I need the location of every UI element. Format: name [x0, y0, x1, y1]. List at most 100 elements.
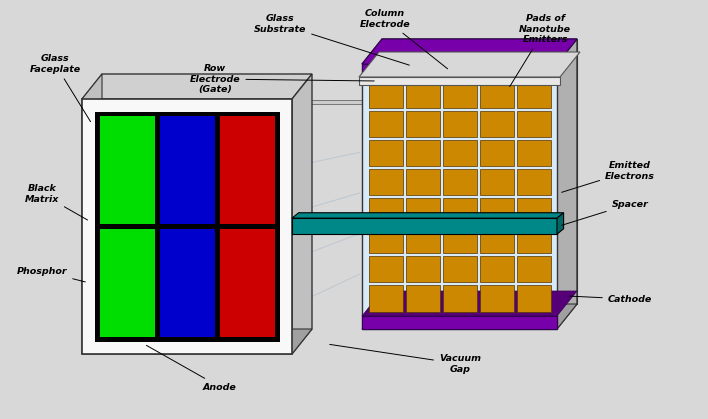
Bar: [426, 57, 459, 83]
Polygon shape: [359, 52, 580, 77]
Bar: [368, 198, 403, 224]
Bar: [537, 57, 571, 83]
Text: Glass
Faceplate: Glass Faceplate: [29, 54, 91, 122]
Bar: [368, 227, 403, 253]
Bar: [389, 173, 423, 199]
Bar: [537, 202, 571, 228]
Bar: [368, 169, 403, 195]
Bar: [406, 111, 440, 137]
Bar: [462, 85, 496, 112]
Bar: [219, 116, 275, 224]
Bar: [500, 231, 534, 257]
Bar: [500, 260, 534, 287]
Bar: [359, 77, 560, 85]
Bar: [517, 285, 551, 311]
Bar: [517, 198, 551, 224]
Bar: [389, 85, 423, 112]
Bar: [406, 256, 440, 282]
Bar: [426, 260, 459, 287]
Bar: [406, 82, 440, 108]
Bar: [442, 140, 476, 166]
Bar: [517, 227, 551, 253]
Bar: [537, 144, 571, 170]
Bar: [462, 173, 496, 199]
Polygon shape: [557, 39, 577, 329]
Bar: [500, 115, 534, 141]
Polygon shape: [382, 39, 577, 304]
Bar: [462, 57, 496, 83]
Bar: [462, 115, 496, 141]
Bar: [517, 111, 551, 137]
Text: Row
Electrode
(Gate): Row Electrode (Gate): [190, 64, 375, 94]
Polygon shape: [292, 213, 564, 218]
Bar: [159, 229, 215, 336]
Polygon shape: [362, 291, 577, 316]
Bar: [426, 115, 459, 141]
Text: Anode: Anode: [147, 345, 237, 391]
Text: Column
Electrode: Column Electrode: [360, 9, 447, 69]
Bar: [537, 115, 571, 141]
Polygon shape: [82, 329, 312, 354]
Bar: [479, 198, 513, 224]
Bar: [462, 260, 496, 287]
Bar: [500, 202, 534, 228]
Bar: [100, 229, 154, 336]
Text: Black
Matrix: Black Matrix: [25, 184, 88, 220]
Bar: [389, 144, 423, 170]
Bar: [462, 202, 496, 228]
Bar: [462, 231, 496, 257]
Bar: [442, 82, 476, 108]
Bar: [368, 82, 403, 108]
Polygon shape: [292, 218, 557, 234]
Bar: [479, 111, 513, 137]
Bar: [500, 57, 534, 83]
Bar: [426, 231, 459, 257]
Bar: [406, 169, 440, 195]
Bar: [426, 202, 459, 228]
Text: Vacuum
Gap: Vacuum Gap: [330, 344, 481, 374]
Bar: [389, 202, 423, 228]
Text: Glass
Substrate: Glass Substrate: [253, 14, 409, 65]
Text: Cathode: Cathode: [570, 295, 652, 303]
Bar: [442, 256, 476, 282]
Bar: [442, 285, 476, 311]
Bar: [479, 285, 513, 311]
Bar: [537, 260, 571, 287]
Bar: [406, 198, 440, 224]
Bar: [517, 256, 551, 282]
Bar: [479, 256, 513, 282]
Bar: [219, 229, 275, 336]
Polygon shape: [82, 74, 102, 354]
Polygon shape: [362, 64, 557, 329]
Bar: [389, 115, 423, 141]
Polygon shape: [362, 39, 577, 64]
Text: Spacer: Spacer: [561, 199, 649, 225]
Bar: [462, 144, 496, 170]
Bar: [368, 140, 403, 166]
Bar: [442, 169, 476, 195]
Polygon shape: [292, 74, 312, 354]
Polygon shape: [82, 99, 292, 354]
Bar: [537, 85, 571, 112]
Polygon shape: [362, 304, 577, 329]
Polygon shape: [82, 74, 312, 99]
Bar: [517, 82, 551, 108]
Bar: [426, 85, 459, 112]
Polygon shape: [557, 213, 564, 234]
Bar: [426, 144, 459, 170]
Text: Emitted
Electrons: Emitted Electrons: [561, 161, 655, 192]
Bar: [406, 285, 440, 311]
Text: Pads of
Nanotube
Emitters: Pads of Nanotube Emitters: [510, 14, 571, 87]
Bar: [500, 173, 534, 199]
Bar: [362, 316, 557, 329]
Bar: [368, 285, 403, 311]
Bar: [479, 227, 513, 253]
Text: Phosphor: Phosphor: [17, 266, 85, 282]
Bar: [537, 173, 571, 199]
Bar: [479, 169, 513, 195]
Bar: [94, 111, 280, 341]
Bar: [500, 144, 534, 170]
Bar: [479, 82, 513, 108]
Bar: [426, 173, 459, 199]
Bar: [517, 140, 551, 166]
